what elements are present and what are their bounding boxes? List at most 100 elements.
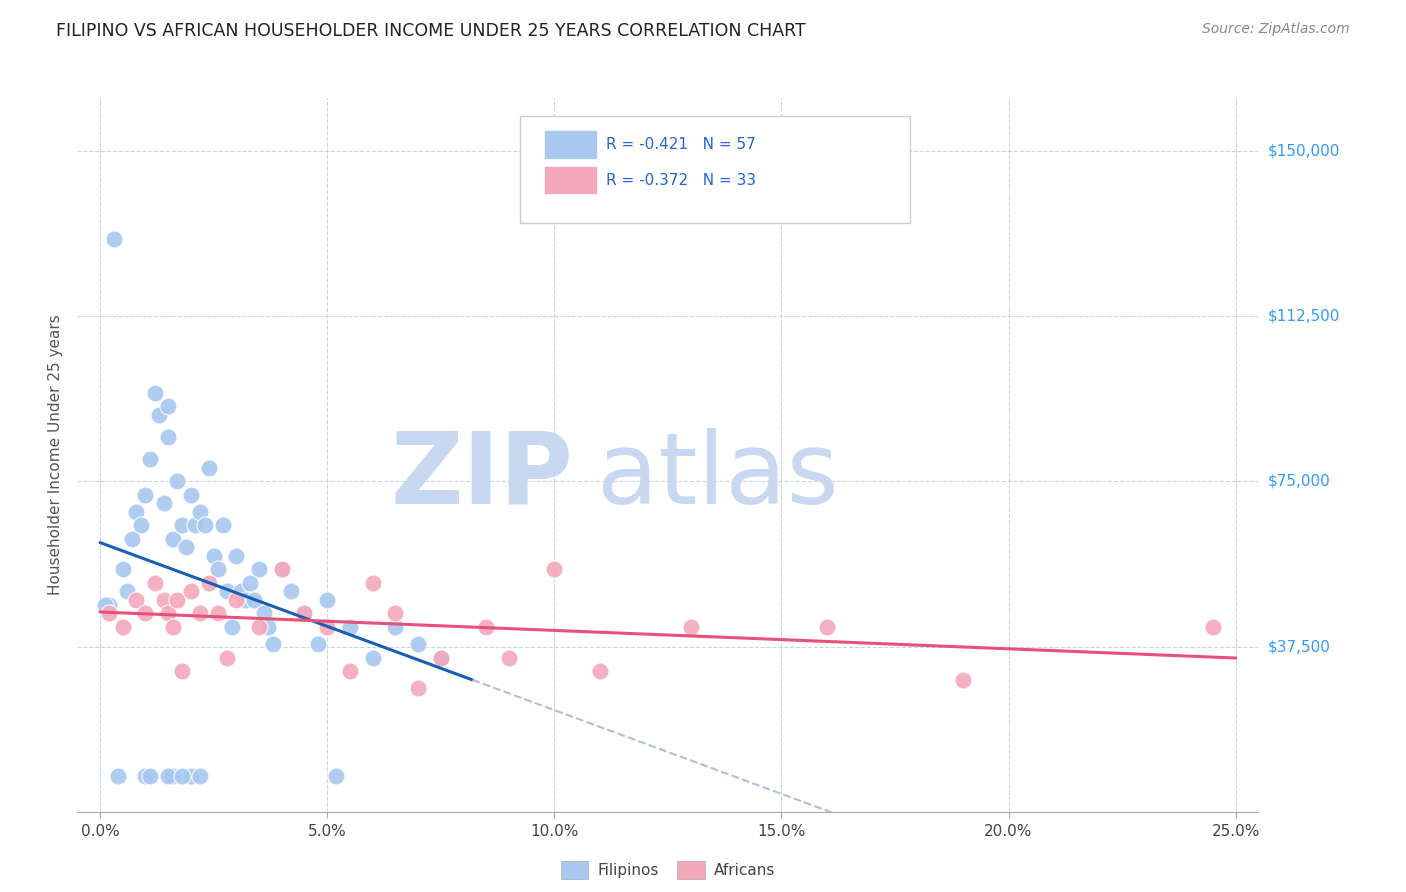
- Point: [294, 607, 316, 621]
- Point: [207, 562, 229, 576]
- Point: [257, 620, 280, 634]
- Point: [815, 620, 838, 634]
- Point: [134, 769, 156, 783]
- Point: [325, 769, 347, 783]
- Point: [235, 593, 257, 607]
- Legend: Filipinos, Africans: Filipinos, Africans: [553, 854, 783, 886]
- Point: [280, 584, 302, 599]
- Point: [98, 607, 121, 621]
- Point: [229, 584, 252, 599]
- Point: [103, 232, 125, 246]
- Point: [98, 598, 121, 612]
- Point: [198, 461, 221, 475]
- Point: [188, 607, 211, 621]
- Text: $37,500: $37,500: [1268, 639, 1331, 654]
- Point: [361, 650, 384, 665]
- Point: [952, 673, 974, 687]
- Point: [139, 452, 162, 467]
- Point: [180, 487, 202, 501]
- Point: [406, 681, 429, 696]
- Text: $75,000: $75,000: [1268, 474, 1331, 489]
- Point: [121, 532, 143, 546]
- Point: [294, 607, 316, 621]
- FancyBboxPatch shape: [520, 116, 910, 223]
- Point: [316, 593, 339, 607]
- Point: [176, 541, 198, 555]
- Point: [225, 593, 247, 607]
- Point: [134, 607, 156, 621]
- Text: R = -0.372   N = 33: R = -0.372 N = 33: [606, 173, 756, 187]
- Point: [202, 549, 225, 564]
- Point: [543, 562, 565, 576]
- Point: [152, 496, 174, 510]
- Text: $150,000: $150,000: [1268, 144, 1340, 159]
- Point: [180, 584, 202, 599]
- Point: [316, 620, 339, 634]
- Point: [166, 475, 188, 489]
- Text: $112,500: $112,500: [1268, 309, 1340, 324]
- Point: [162, 620, 184, 634]
- Point: [679, 620, 702, 634]
- Point: [384, 620, 406, 634]
- Point: [207, 607, 229, 621]
- Point: [162, 769, 184, 783]
- Point: [111, 562, 134, 576]
- Point: [252, 607, 274, 621]
- Point: [307, 637, 329, 651]
- Point: [188, 505, 211, 519]
- Point: [143, 575, 166, 590]
- Point: [170, 664, 193, 678]
- Point: [162, 532, 184, 546]
- Point: [270, 562, 292, 576]
- Point: [117, 584, 139, 599]
- Point: [134, 487, 156, 501]
- Point: [475, 620, 498, 634]
- Point: [217, 584, 239, 599]
- Point: [157, 400, 180, 414]
- Point: [93, 598, 115, 612]
- Point: [247, 562, 270, 576]
- Point: [111, 620, 134, 634]
- Point: [429, 650, 451, 665]
- Point: [166, 593, 188, 607]
- Point: [225, 549, 247, 564]
- Point: [143, 386, 166, 401]
- Point: [498, 650, 520, 665]
- Text: R = -0.421   N = 57: R = -0.421 N = 57: [606, 137, 756, 152]
- Point: [148, 409, 170, 423]
- Point: [361, 575, 384, 590]
- Bar: [544, 130, 598, 159]
- Text: ZIP: ZIP: [391, 428, 574, 524]
- Point: [384, 607, 406, 621]
- Bar: [544, 166, 598, 194]
- Point: [107, 769, 129, 783]
- Point: [198, 575, 221, 590]
- Point: [429, 650, 451, 665]
- Point: [1202, 620, 1225, 634]
- Point: [339, 620, 361, 634]
- Point: [589, 664, 612, 678]
- Point: [170, 518, 193, 533]
- Point: [188, 769, 211, 783]
- Text: atlas: atlas: [598, 428, 838, 524]
- Point: [406, 637, 429, 651]
- Point: [180, 769, 202, 783]
- Point: [270, 562, 292, 576]
- Point: [184, 518, 207, 533]
- Y-axis label: Householder Income Under 25 years: Householder Income Under 25 years: [48, 315, 63, 595]
- Point: [170, 769, 193, 783]
- Point: [243, 593, 266, 607]
- Point: [125, 593, 148, 607]
- Point: [262, 637, 284, 651]
- Point: [221, 620, 243, 634]
- Point: [239, 575, 262, 590]
- Point: [125, 505, 148, 519]
- Point: [193, 518, 215, 533]
- Point: [247, 620, 270, 634]
- Point: [157, 430, 180, 444]
- Point: [339, 664, 361, 678]
- Point: [157, 769, 180, 783]
- Point: [211, 518, 233, 533]
- Point: [139, 769, 162, 783]
- Text: FILIPINO VS AFRICAN HOUSEHOLDER INCOME UNDER 25 YEARS CORRELATION CHART: FILIPINO VS AFRICAN HOUSEHOLDER INCOME U…: [56, 22, 806, 40]
